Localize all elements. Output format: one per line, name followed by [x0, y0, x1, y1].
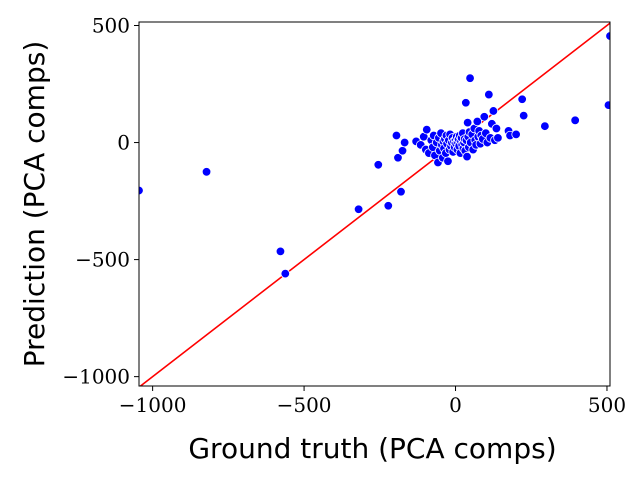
data-point	[570, 115, 580, 126]
data-point	[399, 137, 410, 148]
data-point	[391, 130, 402, 141]
y-tick-label: 500	[92, 14, 130, 38]
data-point	[443, 156, 453, 166]
data-points	[139, 31, 610, 279]
data-point	[461, 98, 471, 108]
plot-frame	[138, 21, 611, 387]
y-tick-label: −500	[75, 248, 130, 272]
data-point	[605, 31, 610, 41]
data-point	[518, 110, 529, 121]
data-point	[491, 123, 502, 134]
identity-reference-line	[139, 22, 610, 386]
y-tick-label: −1000	[62, 365, 130, 389]
data-point	[517, 94, 527, 104]
data-point	[353, 204, 364, 214]
data-point	[373, 160, 383, 170]
data-point	[397, 146, 408, 156]
plot-area	[139, 22, 610, 386]
data-point	[393, 153, 403, 163]
x-axis-label: Ground truth (PCA comps)	[188, 432, 556, 465]
data-point	[465, 73, 475, 83]
x-tick-label: 500	[588, 393, 626, 417]
data-point	[488, 106, 499, 116]
data-point	[139, 185, 144, 196]
data-point	[540, 121, 550, 131]
data-point	[275, 246, 286, 257]
y-axis-label: Prediction (PCA comps)	[18, 41, 51, 368]
x-tick-label: −500	[277, 393, 332, 417]
x-tick-label: −1000	[119, 393, 187, 417]
data-point	[511, 129, 521, 140]
data-point	[280, 268, 290, 279]
data-point	[472, 116, 483, 127]
data-point	[493, 133, 503, 143]
data-point	[396, 187, 406, 197]
x-axis: −1000 −500 0 500	[119, 386, 626, 417]
data-point	[422, 124, 432, 135]
data-point	[603, 100, 610, 110]
data-point	[201, 167, 212, 177]
data-point	[484, 89, 494, 100]
y-tick-label: 0	[117, 131, 130, 155]
y-axis: −1000 −500 0 500	[62, 14, 139, 389]
x-tick-label: 0	[449, 393, 462, 417]
data-point	[462, 117, 473, 128]
data-point	[479, 112, 489, 122]
data-point	[462, 151, 472, 162]
data-point	[383, 201, 393, 211]
